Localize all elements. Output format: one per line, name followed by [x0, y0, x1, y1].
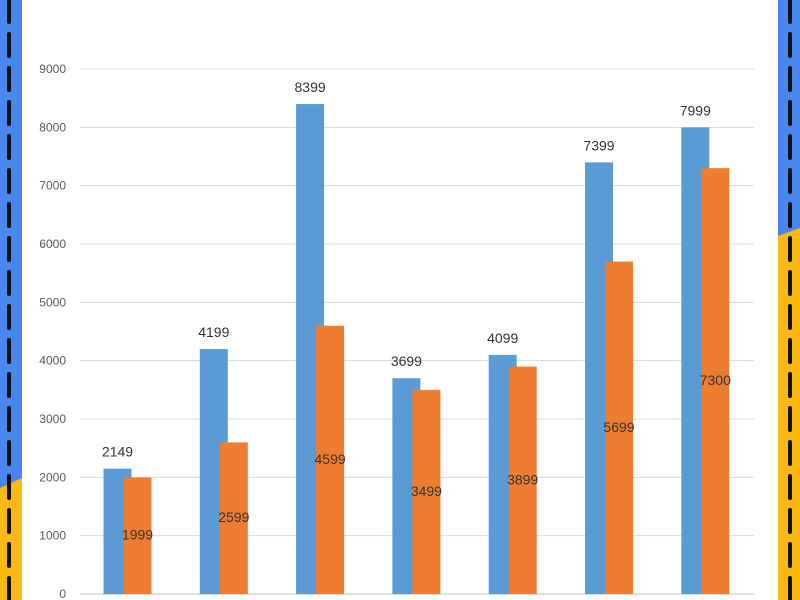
data-label-series-1: 8399: [295, 79, 326, 95]
data-label-series-1: 7999: [680, 102, 711, 118]
right-frame-graphic: [778, 0, 800, 600]
data-label-series-2: 7300: [700, 372, 731, 388]
y-tick-label: 4000: [39, 354, 66, 368]
data-label-series-1: 3699: [391, 353, 422, 369]
y-tick-label: 7000: [39, 179, 66, 193]
data-label-series-1: 2149: [102, 444, 133, 460]
data-label-series-1: 4199: [198, 324, 229, 340]
y-tick-label: 1000: [39, 529, 66, 543]
data-label-series-2: 1999: [122, 527, 153, 543]
data-label-series-2: 2599: [218, 509, 249, 525]
y-tick-label: 8000: [39, 120, 66, 134]
bar-series-2: [412, 389, 441, 594]
left-frame-border: [0, 0, 22, 600]
left-frame-blue: [0, 0, 22, 600]
y-tick-label: 5000: [39, 295, 66, 309]
bar-series-2: [219, 442, 248, 594]
y-tick-label: 6000: [39, 237, 66, 251]
data-label-series-2: 4599: [315, 451, 346, 467]
bar-series-2: [508, 366, 537, 594]
y-tick-label: 9000: [39, 62, 66, 76]
left-frame-yellow: [0, 478, 22, 600]
bar-series-2: [123, 477, 152, 594]
bar-series-2: [316, 325, 345, 594]
y-tick-label: 2000: [39, 470, 66, 484]
bar-series-2: [701, 168, 730, 594]
bar-series-2: [605, 261, 633, 594]
data-label-series-2: 3899: [507, 471, 538, 487]
data-label-series-2: 5699: [603, 419, 634, 435]
y-tick-label: 3000: [39, 412, 66, 426]
data-label-series-1: 4099: [487, 330, 518, 346]
left-frame-graphic: [0, 0, 22, 600]
y-tick-label: 0: [59, 587, 66, 600]
data-label-series-2: 3499: [411, 483, 442, 499]
right-frame-border: [778, 0, 800, 600]
data-label-series-1: 7399: [583, 137, 614, 153]
